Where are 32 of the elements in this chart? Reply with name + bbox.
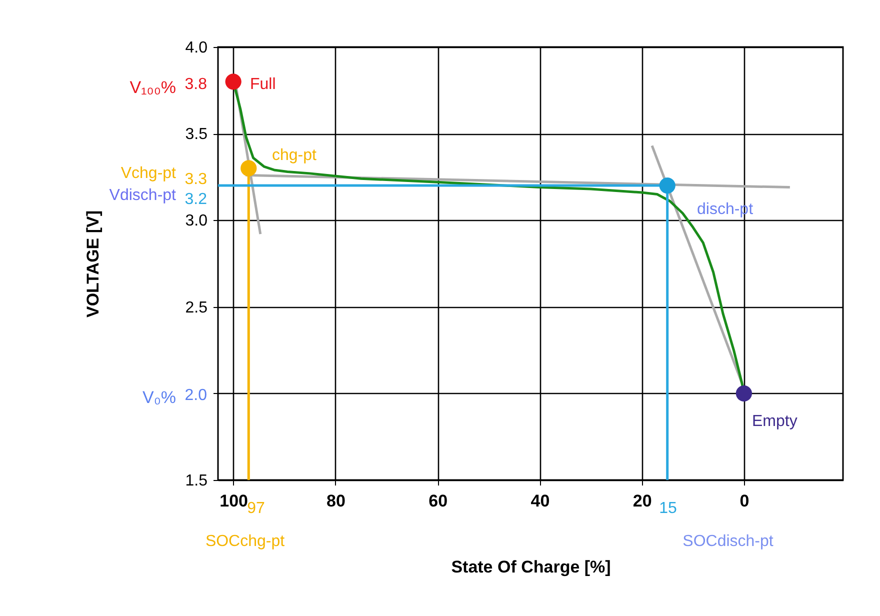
y-tick-label: 3.5 (185, 126, 208, 144)
text: Vdisch-pt (109, 187, 177, 204)
x-tick-label: 60 (428, 492, 448, 510)
point (659, 178, 676, 194)
text: 2.0 (184, 387, 208, 404)
text: V₀% (142, 388, 176, 407)
x-tick-label: 20 (632, 492, 652, 510)
point (736, 385, 752, 402)
text: Vchg-pt (120, 165, 177, 182)
text: 3.8 (184, 76, 208, 93)
y-tick-label: 4.0 (185, 40, 208, 56)
text: SOCdisch-pt (682, 533, 774, 550)
y-tick-label: 1.5 (185, 472, 208, 490)
y-tick-label: 2.5 (185, 299, 208, 316)
y-tick-label: 3.0 (185, 212, 208, 230)
x-tick-label: 0 (740, 492, 750, 510)
x-tick-label: 100 (220, 492, 248, 510)
point (240, 160, 257, 176)
text: 97 (247, 500, 265, 517)
text: V₁₀₀% (130, 78, 176, 97)
text: 3.3 (184, 171, 208, 188)
text: 15 (659, 500, 677, 517)
x-axis-title: State Of Charge [%] (451, 558, 611, 576)
y-axis-title: VOLTAGE [V] (84, 210, 102, 318)
x-tick-label: 80 (326, 492, 346, 510)
point (225, 74, 242, 90)
x-tick-label: 40 (530, 492, 550, 510)
annotation: Empty (752, 413, 798, 430)
annotation: Full (250, 76, 276, 93)
annotation: chg-pt (272, 147, 318, 164)
text: SOCchg-pt (205, 533, 286, 550)
text: 3.2 (184, 191, 208, 208)
